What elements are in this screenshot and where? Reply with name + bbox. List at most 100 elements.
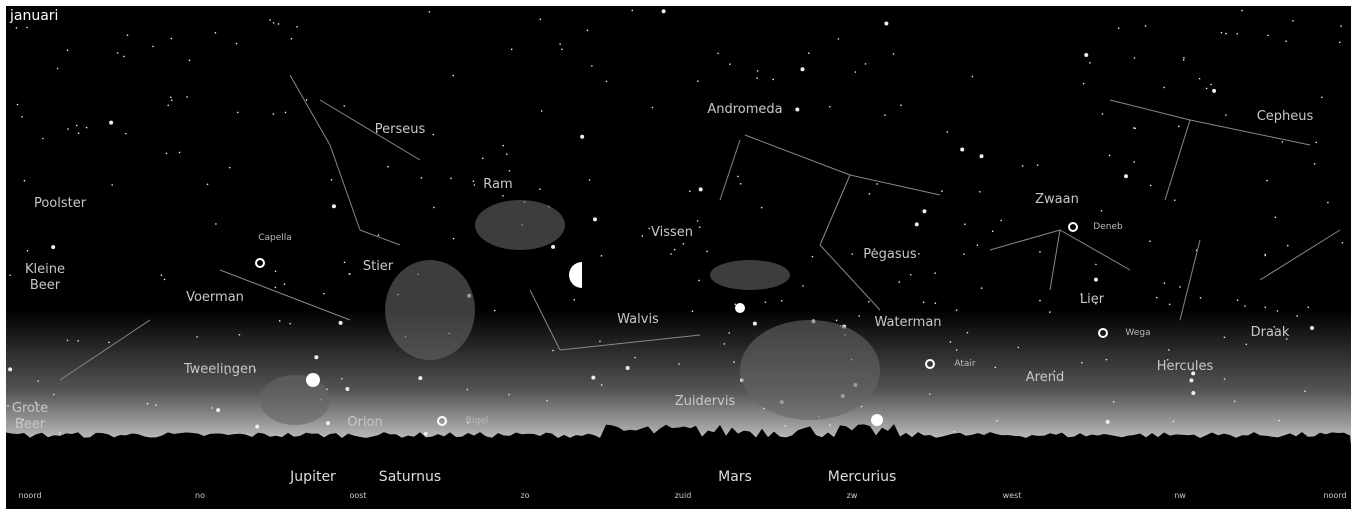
planet-label: Saturnus	[379, 469, 441, 485]
star-dot	[1314, 163, 1316, 165]
star-dot	[1118, 27, 1120, 29]
star-dot	[57, 68, 59, 70]
star-dot	[24, 180, 26, 182]
star-dot	[482, 157, 484, 159]
star-dot	[801, 67, 805, 71]
star-dot	[699, 226, 701, 228]
star-dot	[17, 104, 19, 106]
star-dot	[1189, 378, 1193, 382]
star-dot	[724, 343, 726, 345]
star-dot	[289, 323, 291, 325]
star-dot	[467, 389, 469, 391]
star-dot	[728, 332, 730, 334]
star-dot	[453, 238, 455, 240]
star-dot	[884, 21, 888, 25]
star-label: Atair	[954, 356, 975, 372]
star-dot	[670, 253, 672, 255]
star-dot	[291, 38, 293, 40]
star-dot	[269, 19, 271, 21]
star-label: Wega	[1125, 325, 1150, 341]
star-dot	[196, 336, 198, 338]
star-dot	[314, 355, 318, 359]
star-dot	[284, 283, 286, 285]
star-dot	[179, 152, 181, 154]
constellation-figure	[740, 320, 880, 420]
star-dot	[215, 223, 217, 225]
star-dot	[1163, 87, 1165, 89]
star-dot	[275, 287, 277, 289]
star-dot	[802, 285, 804, 287]
constellation-label: Cepheus	[1257, 109, 1314, 125]
star-dot	[508, 394, 510, 396]
star-dot	[808, 52, 810, 54]
star-dot	[950, 341, 952, 343]
star-dot	[51, 245, 55, 249]
star-dot	[946, 131, 948, 133]
star-label: Capella	[258, 230, 292, 246]
month-title: januari	[10, 8, 58, 24]
star-dot	[147, 403, 149, 405]
star-dot	[378, 234, 380, 236]
constellation-label: Arend	[1026, 370, 1064, 386]
star-dot	[1089, 62, 1091, 64]
star-dot	[216, 408, 220, 412]
star-dot	[279, 320, 281, 322]
star-dot	[341, 378, 343, 380]
star-dot	[1084, 53, 1088, 57]
star-dot	[78, 132, 80, 134]
star-dot	[452, 75, 454, 77]
constellation-label: Pegasus	[863, 247, 916, 263]
star-dot	[884, 114, 886, 116]
star-dot	[893, 53, 895, 55]
star-dot	[898, 281, 900, 283]
star-dot	[429, 11, 431, 13]
constellation-label: Zuidervis	[675, 394, 735, 410]
star-dot	[255, 425, 259, 429]
direction-label: west	[1003, 488, 1022, 504]
star-dot	[16, 27, 18, 29]
star-dot	[42, 138, 44, 140]
star-dot	[1342, 242, 1344, 244]
star-dot	[1049, 311, 1051, 313]
constellation-label: Zwaan	[1035, 192, 1079, 208]
star-dot	[740, 183, 742, 185]
star-dot	[1000, 220, 1002, 222]
star-dot	[662, 9, 666, 13]
star-dot	[915, 222, 919, 226]
star-dot	[1236, 33, 1238, 35]
star-dot	[1210, 84, 1212, 86]
star-dot	[1221, 32, 1223, 34]
star-dot	[551, 245, 555, 249]
star-dot	[1225, 33, 1227, 35]
star-dot	[772, 79, 774, 81]
constellation-label: Waterman	[874, 315, 941, 331]
star-dot	[631, 10, 633, 12]
star-dot	[433, 207, 435, 209]
star-dot	[161, 274, 163, 276]
star-dot	[186, 96, 188, 98]
star-dot	[642, 235, 644, 237]
star-dot	[1266, 180, 1268, 182]
star-dot	[1315, 142, 1317, 144]
star-dot	[123, 56, 125, 58]
star-dot	[977, 244, 979, 246]
star-dot	[349, 273, 351, 275]
constellation-label: Orion	[347, 415, 382, 431]
star-dot	[737, 176, 739, 178]
star-dot	[1106, 420, 1110, 424]
star-dot	[699, 187, 703, 191]
constellation-label: Tweelingen	[184, 362, 256, 378]
star-dot	[1173, 421, 1175, 423]
star-dot	[606, 81, 608, 83]
star-dot	[855, 71, 857, 73]
star-dot	[1134, 128, 1136, 130]
star-dot	[593, 217, 597, 221]
star-dot	[692, 310, 694, 312]
star-dot	[967, 332, 969, 334]
moon-shadow	[582, 260, 596, 290]
star-dot	[935, 302, 937, 304]
star-dot	[994, 367, 996, 369]
constellation-label: Vissen	[651, 225, 693, 241]
star-dot	[1081, 362, 1083, 364]
star-label: Rigel	[466, 413, 489, 429]
